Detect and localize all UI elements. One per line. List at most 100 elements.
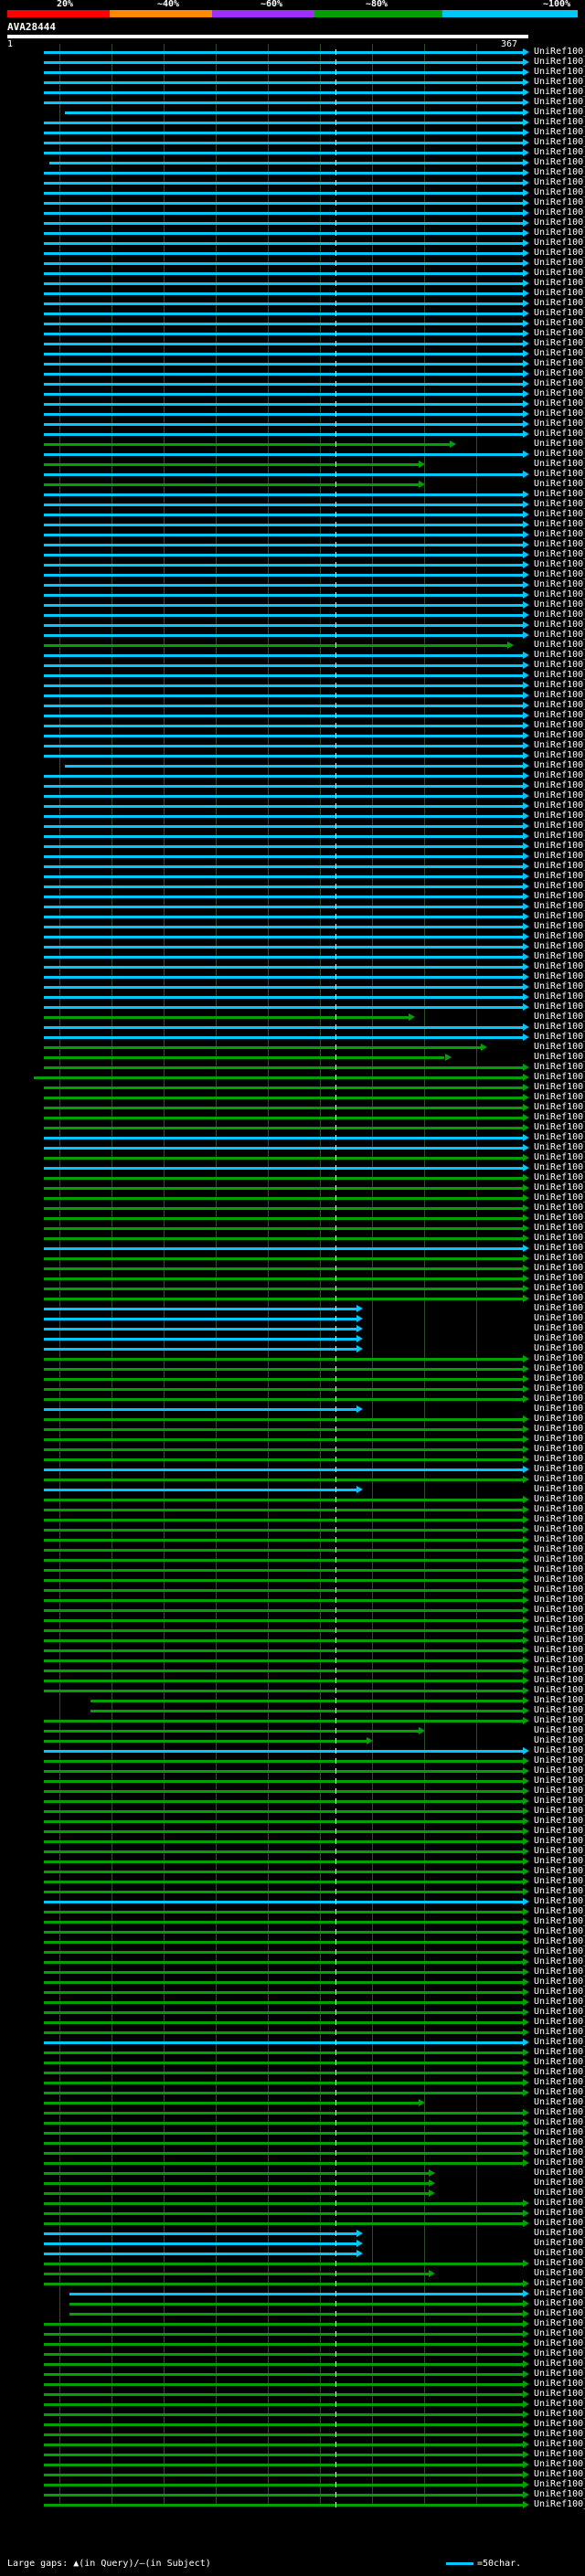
hit-row[interactable]: UniRef100_Q5CNK6 — [0, 2438, 585, 2451]
hit-bar[interactable] — [43, 1519, 523, 1521]
hit-bar[interactable] — [43, 383, 523, 386]
hit-subject-id[interactable]: UniRef100_C7ZE91 — [534, 1092, 585, 1102]
hit-bar[interactable] — [69, 2303, 523, 2306]
hit-row[interactable]: UniRef100_C0NSS1 — [0, 1031, 585, 1044]
hit-subject-id[interactable]: UniRef100_P56336 — [534, 197, 585, 207]
hit-bar[interactable] — [43, 1388, 523, 1391]
hit-row[interactable]: UniRef100_Q9U008 — [0, 2358, 585, 2370]
hit-row[interactable]: UniRef100_B6RFY6 — [0, 699, 585, 712]
hit-row[interactable]: UniRef100_Q7ZU2 — [0, 2076, 585, 2089]
hit-row[interactable]: UniRef100_A5B695 — [0, 629, 585, 641]
hit-subject-id[interactable]: UniRef100_Q71F50 — [534, 710, 585, 720]
hit-row[interactable]: UniRef100_Q3S4M9 — [0, 508, 585, 521]
hit-row[interactable]: UniRef100_C1BPV3 — [0, 2277, 585, 2290]
hit-row[interactable]: UniRef100_Q1QC25 — [0, 940, 585, 953]
hit-row[interactable]: UniRef100_A7SGQ8 — [0, 126, 585, 139]
hit-row[interactable]: UniRef100_Q9RYI8 — [0, 2368, 585, 2380]
hit-row[interactable]: UniRef100_Q753F8 — [0, 1373, 585, 1385]
hit-row[interactable]: UniRef100_A4R8P1 — [0, 1001, 585, 1013]
hit-row[interactable]: UniRef100_C1BMM4 — [0, 1624, 585, 1637]
hit-row[interactable]: UniRef100_A0DV26 — [0, 1986, 585, 1998]
hit-subject-id[interactable]: UniRef100_C1BYZ6 — [534, 2228, 585, 2238]
hit-row[interactable]: UniRef100_A9T3D3 — [0, 790, 585, 802]
hit-subject-id[interactable]: UniRef100_C1BX63 — [534, 1745, 585, 1755]
hit-subject-id[interactable]: UniRef100_Q6BLL4 — [534, 1363, 585, 1373]
hit-subject-id[interactable]: UniRef100_Q6YVP3 — [534, 1152, 585, 1162]
hit-bar[interactable] — [43, 132, 523, 134]
hit-bar[interactable] — [43, 1619, 523, 1622]
hit-row[interactable]: UniRef100_B4FDE1 — [0, 56, 585, 69]
hit-bar[interactable] — [33, 1076, 523, 1079]
hit-bar[interactable] — [43, 1348, 356, 1351]
hit-row[interactable]: UniRef100_Q3K8L6 — [0, 920, 585, 933]
hit-bar[interactable] — [43, 152, 523, 154]
hit-subject-id[interactable]: UniRef100_Q9LEE4 — [534, 589, 585, 599]
hit-bar[interactable] — [43, 423, 523, 426]
hit-bar[interactable] — [43, 343, 523, 345]
hit-subject-id[interactable]: UniRef100_Q84ZK1 — [534, 87, 585, 97]
hit-bar[interactable] — [43, 2383, 523, 2386]
hit-bar[interactable] — [43, 1921, 523, 1924]
hit-row[interactable]: UniRef100_Q7ZUP4 — [0, 2026, 585, 2039]
hit-row[interactable]: UniRef100_B3VZH5 — [0, 1523, 585, 1536]
hit-row[interactable]: UniRef100_B4MEZ0 — [0, 1684, 585, 1697]
hit-subject-id[interactable]: UniRef100_C1BS36 — [534, 2389, 585, 2399]
hit-bar[interactable] — [43, 644, 507, 647]
hit-subject-id[interactable]: UniRef100_Q4XNN2 — [534, 2479, 585, 2489]
hit-row[interactable]: UniRef100_Q6LKL0 — [0, 2327, 585, 2340]
hit-bar[interactable] — [43, 1850, 523, 1853]
hit-subject-id[interactable]: UniRef100_B7FA46 — [534, 2419, 585, 2429]
hit-row[interactable]: UniRef100_Q3ZDK7 — [0, 960, 585, 973]
hit-subject-id[interactable]: UniRef100_B5XIZ5 — [534, 1796, 585, 1806]
hit-bar[interactable] — [43, 825, 523, 828]
hit-subject-id[interactable]: UniRef100_UP1000.. — [534, 1846, 585, 1856]
hit-bar[interactable] — [43, 2333, 523, 2336]
hit-row[interactable]: UniRef100_Q7ZU8 — [0, 2066, 585, 2079]
hit-bar[interactable] — [43, 2001, 523, 2004]
hit-row[interactable]: UniRef100_Q9XI91 — [0, 1483, 585, 1496]
hit-bar[interactable] — [43, 61, 523, 64]
hit-subject-id[interactable]: UniRef100_B6FCC0 — [534, 2208, 585, 2218]
hit-row[interactable]: UniRef100_Q5AD83 — [0, 1342, 585, 1355]
hit-bar[interactable] — [43, 1971, 523, 1974]
hit-row[interactable]: UniRef100_P56336 — [0, 196, 585, 209]
hit-subject-id[interactable]: UniRef100_Q9W6Q4 — [534, 117, 585, 127]
hit-bar[interactable] — [43, 2232, 356, 2235]
hit-bar[interactable] — [43, 81, 523, 84]
hit-bar[interactable] — [64, 765, 523, 768]
hit-row[interactable]: UniRef100_Q1QCJ2 — [0, 1051, 585, 1064]
hit-subject-id[interactable]: UniRef100_B4QTJ4 — [534, 1474, 585, 1484]
hit-bar[interactable] — [43, 1398, 523, 1401]
hit-row[interactable]: UniRef100_C9W1G4 — [0, 2036, 585, 2049]
hit-subject-id[interactable]: UniRef100_Q3K8L6 — [534, 921, 585, 931]
hit-bar[interactable] — [43, 725, 523, 727]
hit-bar[interactable] — [43, 1579, 523, 1582]
hit-subject-id[interactable]: UniRef100_Q6N039 — [534, 1635, 585, 1645]
hit-row[interactable]: UniRef100_Q4FN56 — [0, 2006, 585, 2019]
hit-subject-id[interactable]: UniRef100_P23301 — [534, 1383, 585, 1394]
hit-row[interactable]: UniRef100_C4WSD9 — [0, 1664, 585, 1677]
hit-bar[interactable] — [43, 1639, 523, 1642]
hit-row[interactable]: UniRef100_A9PI18 — [0, 387, 585, 400]
hit-bar[interactable] — [43, 1539, 523, 1542]
hit-subject-id[interactable]: UniRef100_UP1000.. — [534, 1826, 585, 1836]
hit-bar[interactable] — [43, 2443, 523, 2446]
hit-bar[interactable] — [43, 1428, 523, 1431]
hit-row[interactable]: UniRef100_A3LY26 — [0, 1282, 585, 1295]
hit-bar[interactable] — [43, 755, 523, 758]
hit-row[interactable]: UniRef100_UP1000.. — [0, 1765, 585, 1777]
hit-row[interactable]: UniRef100_Q6QK71 — [0, 2297, 585, 2310]
hit-row[interactable]: UniRef100_B4MQR5 — [0, 1966, 585, 1978]
hit-row[interactable]: UniRef100_A7TN26 — [0, 1614, 585, 1627]
hit-subject-id[interactable]: UniRef100_Q1QCJ2 — [534, 1052, 585, 1062]
hit-subject-id[interactable]: UniRef100_A7TQN1 — [534, 2218, 585, 2228]
hit-subject-id[interactable]: UniRef100_C6SQ46 — [534, 811, 585, 821]
hit-bar[interactable] — [43, 252, 523, 255]
hit-row[interactable]: UniRef100_Q41TE7 — [0, 2488, 585, 2501]
hit-row[interactable]: UniRef100_Q4N7D6 — [0, 1584, 585, 1596]
hit-bar[interactable] — [43, 2323, 523, 2326]
hit-bar[interactable] — [43, 2273, 430, 2275]
hit-row[interactable]: UniRef100_B8MG12 — [0, 1694, 585, 1707]
hit-bar[interactable] — [43, 2011, 523, 2014]
hit-row[interactable]: UniRef100_Q1Q2BR — [0, 2408, 585, 2421]
